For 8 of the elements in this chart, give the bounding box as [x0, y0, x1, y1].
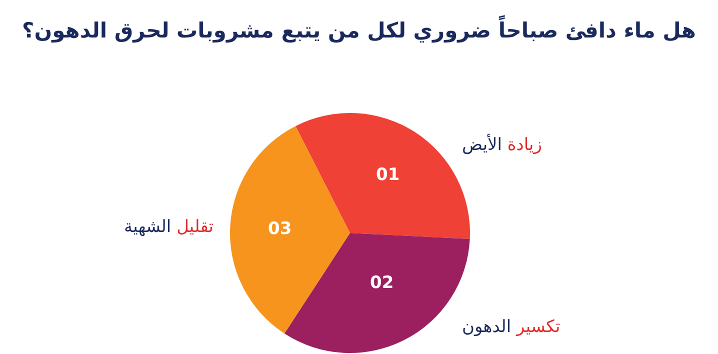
slice-label: تقليل الشهية — [124, 217, 214, 237]
text: 01 — [376, 165, 400, 185]
text: 03 — [268, 219, 292, 239]
slice-label: زيادة الأيض — [462, 133, 542, 155]
pie-slice — [230, 126, 350, 334]
text: 02 — [370, 273, 394, 293]
chart-title: هل ماء دافئ صباحاً ضروري لكل من يتبع مشروبات لحرق الدهون؟ — [22, 14, 696, 44]
slice-label: تكسير الدهون — [462, 317, 561, 337]
